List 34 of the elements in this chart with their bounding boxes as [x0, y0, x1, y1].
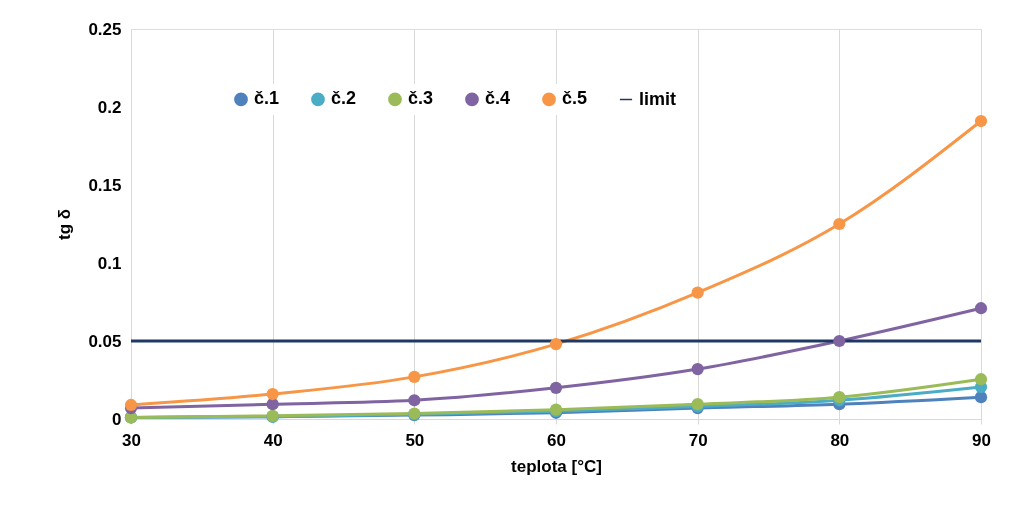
- y-tick-label: 0.2: [97, 97, 122, 117]
- x-tick-label: 60: [547, 430, 566, 450]
- y-tick-label: 0: [112, 409, 122, 429]
- point: [974, 373, 988, 386]
- point: [408, 394, 421, 407]
- point: [691, 286, 704, 299]
- x-axis-title: teplota [°C]: [511, 456, 602, 476]
- point: [833, 334, 846, 348]
- point: [974, 302, 988, 315]
- point: [974, 114, 988, 128]
- x-tick-label: 90: [972, 430, 991, 450]
- legend-label: č.4: [485, 88, 511, 109]
- y-tick-label: 0.15: [88, 175, 122, 195]
- x-tick-label: 70: [688, 430, 708, 450]
- x-tick-label: 30: [122, 430, 141, 450]
- y-axis-title: tg δ: [55, 208, 75, 241]
- y-tick-label: 0.1: [97, 253, 122, 273]
- y-tick-label: 0.05: [88, 331, 122, 351]
- y-tick-label: 0.25: [88, 19, 122, 39]
- point: [266, 387, 279, 401]
- point: [691, 362, 704, 376]
- legend-label: limit: [639, 88, 677, 109]
- x-tick-label: 80: [830, 430, 850, 450]
- point: [549, 381, 563, 394]
- point: [549, 338, 563, 351]
- legend-label: č.3: [408, 88, 434, 109]
- x-tick-label: 50: [405, 430, 425, 450]
- point: [408, 370, 421, 383]
- legend-label: č.5: [562, 88, 588, 109]
- legend-label: č.2: [331, 88, 357, 109]
- point: [833, 217, 846, 231]
- x-tick-label: 40: [263, 430, 283, 450]
- point: [974, 391, 988, 404]
- legend-label: č.1: [254, 88, 280, 109]
